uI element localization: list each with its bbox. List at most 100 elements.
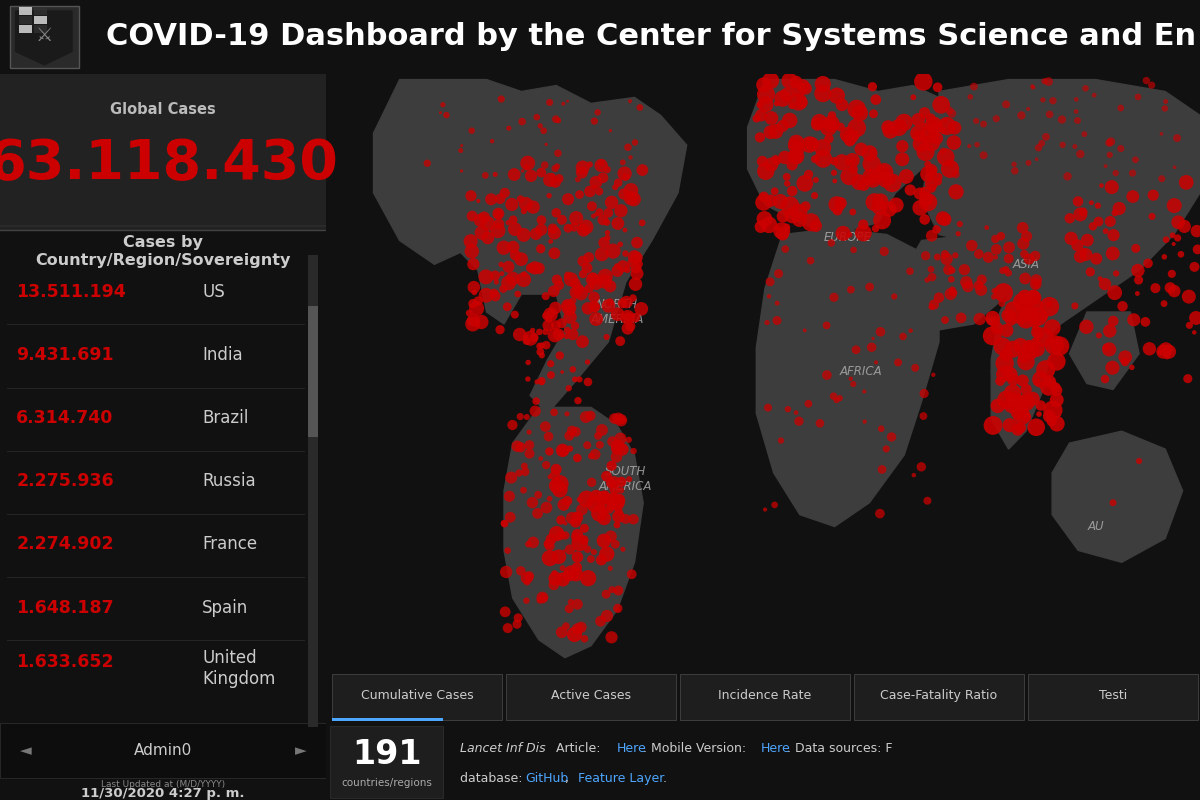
Point [499, 122, 518, 134]
Point [1123, 190, 1142, 203]
Polygon shape [922, 79, 1200, 390]
Point [618, 141, 637, 154]
Point [842, 154, 862, 166]
Point [1010, 397, 1030, 410]
Point [508, 618, 527, 630]
Point [806, 219, 826, 232]
Point [540, 492, 559, 505]
Point [754, 78, 773, 91]
Point [510, 328, 529, 341]
Point [821, 118, 840, 130]
Point [974, 118, 994, 130]
Point [514, 229, 533, 242]
Point [761, 275, 780, 288]
Point [752, 155, 772, 168]
Point [887, 198, 906, 211]
Point [545, 247, 564, 260]
Point [1136, 74, 1156, 87]
Point [509, 611, 528, 624]
Point [778, 177, 797, 190]
Bar [505, 674, 677, 720]
Point [472, 226, 491, 239]
Point [952, 311, 971, 324]
Point [994, 286, 1013, 299]
Point [946, 168, 965, 181]
Point [532, 452, 551, 465]
Point [800, 254, 820, 267]
Point [1033, 94, 1052, 106]
Text: AFRICA: AFRICA [839, 365, 882, 378]
Point [558, 94, 577, 107]
Point [598, 226, 617, 239]
Point [966, 114, 985, 127]
Point [805, 153, 824, 166]
Point [505, 308, 524, 321]
Point [545, 567, 564, 580]
Point [977, 221, 996, 234]
Point [860, 281, 880, 294]
Point [556, 530, 575, 542]
Point [876, 174, 895, 186]
Point [503, 272, 522, 285]
Point [934, 144, 953, 157]
Point [992, 297, 1012, 310]
Bar [330, 726, 443, 798]
Point [847, 122, 866, 134]
Point [1111, 142, 1130, 155]
Point [527, 110, 546, 123]
Point [934, 212, 953, 225]
Point [526, 405, 545, 418]
Point [532, 214, 551, 226]
Point [788, 95, 808, 108]
Point [1060, 212, 1079, 225]
Point [941, 162, 960, 175]
Point [922, 164, 941, 177]
Point [944, 136, 964, 149]
Point [922, 136, 941, 149]
Point [827, 90, 846, 102]
Point [584, 291, 604, 304]
Point [578, 572, 598, 585]
Point [551, 477, 570, 490]
Point [840, 229, 859, 242]
Point [934, 125, 953, 138]
Point [780, 74, 799, 87]
Point [1153, 346, 1172, 358]
Point [563, 512, 582, 525]
Point [970, 313, 989, 326]
Point [592, 157, 611, 170]
Point [568, 598, 587, 610]
Point [989, 399, 1008, 412]
Text: Feature Layer: Feature Layer [578, 772, 665, 786]
Point [559, 382, 578, 394]
Point [559, 430, 578, 442]
Point [1025, 291, 1044, 304]
Polygon shape [748, 79, 956, 234]
Point [852, 143, 871, 156]
Text: .: . [662, 772, 667, 786]
Point [598, 231, 617, 244]
Point [900, 265, 919, 278]
Point [612, 414, 631, 426]
Point [544, 285, 563, 298]
Point [515, 205, 534, 218]
Point [1016, 396, 1036, 409]
Point [985, 233, 1004, 246]
Point [586, 181, 605, 194]
Text: GitHub: GitHub [526, 772, 569, 786]
Point [534, 591, 553, 604]
Point [625, 136, 644, 149]
Point [793, 79, 812, 92]
Point [578, 302, 598, 314]
Point [799, 168, 818, 181]
Point [517, 334, 536, 347]
Point [1013, 296, 1032, 309]
Text: 63.118.430: 63.118.430 [0, 138, 338, 191]
Bar [34, 7, 47, 15]
Point [960, 140, 979, 153]
Point [922, 182, 941, 194]
Point [608, 440, 628, 453]
Point [563, 328, 582, 341]
Point [755, 213, 774, 226]
Text: Global Cases: Global Cases [110, 102, 216, 118]
